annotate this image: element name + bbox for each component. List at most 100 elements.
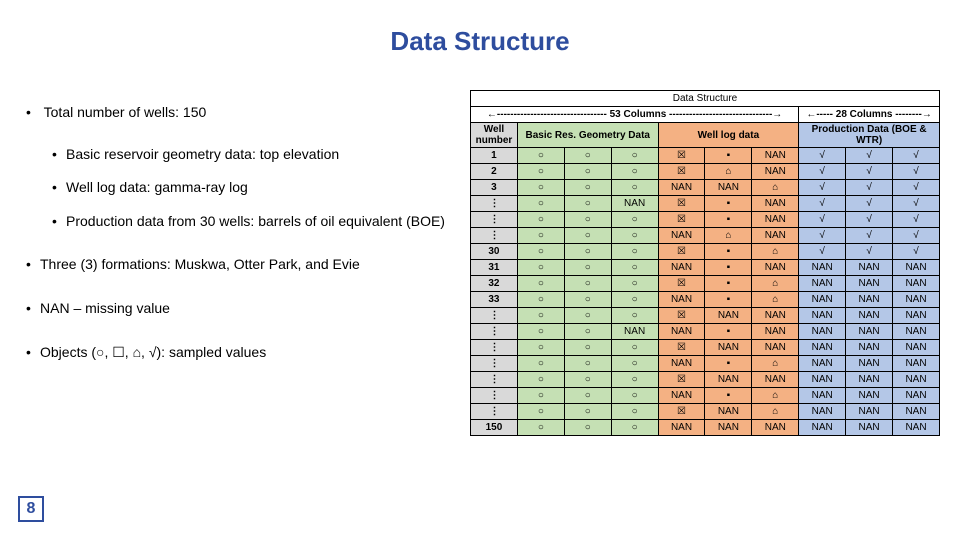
span-right: ←----- 28 Columns --------→	[799, 107, 940, 123]
bullet-welllog: Well log data: gamma-ray log	[66, 171, 470, 205]
cell-prod: √	[893, 148, 940, 164]
bullet-list: Total number of wells: 150 Basic reservo…	[20, 90, 470, 520]
cell-prod: NAN	[893, 308, 940, 324]
cell-wellnum: 2	[471, 164, 518, 180]
cell-prod: √	[893, 212, 940, 228]
cell-geom: ○	[517, 404, 564, 420]
cell-welllog: ⌂	[752, 356, 799, 372]
cell-welllog: ▪	[705, 260, 752, 276]
cell-geom: ○	[611, 228, 658, 244]
cell-prod: √	[893, 196, 940, 212]
cell-geom: ○	[611, 180, 658, 196]
cell-geom: ○	[517, 356, 564, 372]
cell-welllog: ⌂	[752, 180, 799, 196]
slide-title: Data Structure	[0, 26, 960, 57]
cell-geom: ○	[611, 212, 658, 228]
cell-welllog: ▪	[705, 196, 752, 212]
cell-geom: ○	[564, 212, 611, 228]
bullet-objects: Objects (○, ☐, ⌂, √): sampled values	[40, 336, 470, 370]
cell-geom: ○	[517, 180, 564, 196]
cell-prod: NAN	[893, 404, 940, 420]
cell-prod: √	[799, 228, 846, 244]
cell-welllog: ☒	[658, 244, 705, 260]
cell-welllog: NAN	[658, 356, 705, 372]
cell-prod: NAN	[846, 276, 893, 292]
bullet-formations: Three (3) formations: Muskwa, Otter Park…	[40, 248, 470, 282]
cell-geom: ○	[611, 244, 658, 260]
header-wellnum: Well number	[471, 123, 518, 148]
cell-welllog: ▪	[705, 148, 752, 164]
cell-prod: NAN	[799, 420, 846, 436]
data-table-area: Data Structure←-------------------------…	[470, 90, 940, 520]
bullet-geometry: Basic reservoir geometry data: top eleva…	[66, 138, 470, 172]
data-structure-table: Data Structure←-------------------------…	[470, 90, 940, 436]
cell-welllog: ☒	[658, 196, 705, 212]
header-welllog: Well log data	[658, 123, 799, 148]
table-row: 3○○○NANNAN⌂√√√	[471, 180, 940, 196]
cell-geom: ○	[564, 404, 611, 420]
cell-welllog: NAN	[658, 228, 705, 244]
cell-welllog: NAN	[705, 420, 752, 436]
header-prod: Production Data (BOE & WTR)	[799, 123, 940, 148]
cell-prod: NAN	[893, 340, 940, 356]
cell-welllog: NAN	[705, 308, 752, 324]
cell-prod: √	[846, 244, 893, 260]
cell-geom: NAN	[611, 196, 658, 212]
cell-welllog: NAN	[705, 372, 752, 388]
cell-geom: ○	[611, 276, 658, 292]
cell-prod: NAN	[799, 372, 846, 388]
cell-wellnum: 150	[471, 420, 518, 436]
cell-welllog: NAN	[658, 420, 705, 436]
cell-geom: ○	[564, 356, 611, 372]
span-left: ←--------------------------------- 53 Co…	[471, 107, 799, 123]
cell-geom: ○	[517, 260, 564, 276]
table-row: ⋮○○NAN☒▪NAN√√√	[471, 196, 940, 212]
cell-welllog: NAN	[752, 164, 799, 180]
cell-prod: NAN	[799, 356, 846, 372]
cell-geom: ○	[564, 276, 611, 292]
cell-prod: √	[799, 164, 846, 180]
cell-welllog: NAN	[752, 324, 799, 340]
cell-prod: NAN	[799, 292, 846, 308]
cell-welllog: ☒	[658, 164, 705, 180]
table-row: 32○○○☒▪⌂NANNANNAN	[471, 276, 940, 292]
cell-wellnum: 1	[471, 148, 518, 164]
cell-prod: NAN	[846, 260, 893, 276]
table-row: 150○○○NANNANNANNANNANNAN	[471, 420, 940, 436]
table-row: 30○○○☒▪⌂√√√	[471, 244, 940, 260]
cell-prod: NAN	[893, 420, 940, 436]
cell-prod: NAN	[799, 308, 846, 324]
cell-prod: NAN	[893, 260, 940, 276]
cell-welllog: ⌂	[752, 276, 799, 292]
cell-welllog: ⌂	[752, 244, 799, 260]
cell-wellnum: ⋮	[471, 308, 518, 324]
cell-geom: ○	[564, 148, 611, 164]
cell-geom: ○	[564, 388, 611, 404]
cell-wellnum: 32	[471, 276, 518, 292]
cell-geom: ○	[517, 324, 564, 340]
cell-welllog: NAN	[752, 372, 799, 388]
cell-welllog: ▪	[705, 244, 752, 260]
cell-welllog: ⌂	[752, 404, 799, 420]
cell-geom: ○	[564, 308, 611, 324]
cell-prod: NAN	[846, 372, 893, 388]
cell-prod: NAN	[893, 324, 940, 340]
cell-geom: ○	[611, 388, 658, 404]
cell-wellnum: ⋮	[471, 372, 518, 388]
cell-geom: ○	[564, 324, 611, 340]
table-row: ⋮○○○NAN▪⌂NANNANNAN	[471, 388, 940, 404]
cell-geom: ○	[517, 340, 564, 356]
cell-prod: NAN	[799, 404, 846, 420]
cell-welllog: ⌂	[752, 292, 799, 308]
cell-geom: NAN	[611, 324, 658, 340]
cell-prod: √	[893, 244, 940, 260]
cell-wellnum: ⋮	[471, 388, 518, 404]
cell-welllog: ☒	[658, 340, 705, 356]
cell-geom: ○	[564, 420, 611, 436]
cell-geom: ○	[517, 148, 564, 164]
cell-wellnum: 33	[471, 292, 518, 308]
cell-prod: NAN	[893, 356, 940, 372]
cell-wellnum: ⋮	[471, 404, 518, 420]
cell-wellnum: 3	[471, 180, 518, 196]
cell-prod: NAN	[893, 388, 940, 404]
